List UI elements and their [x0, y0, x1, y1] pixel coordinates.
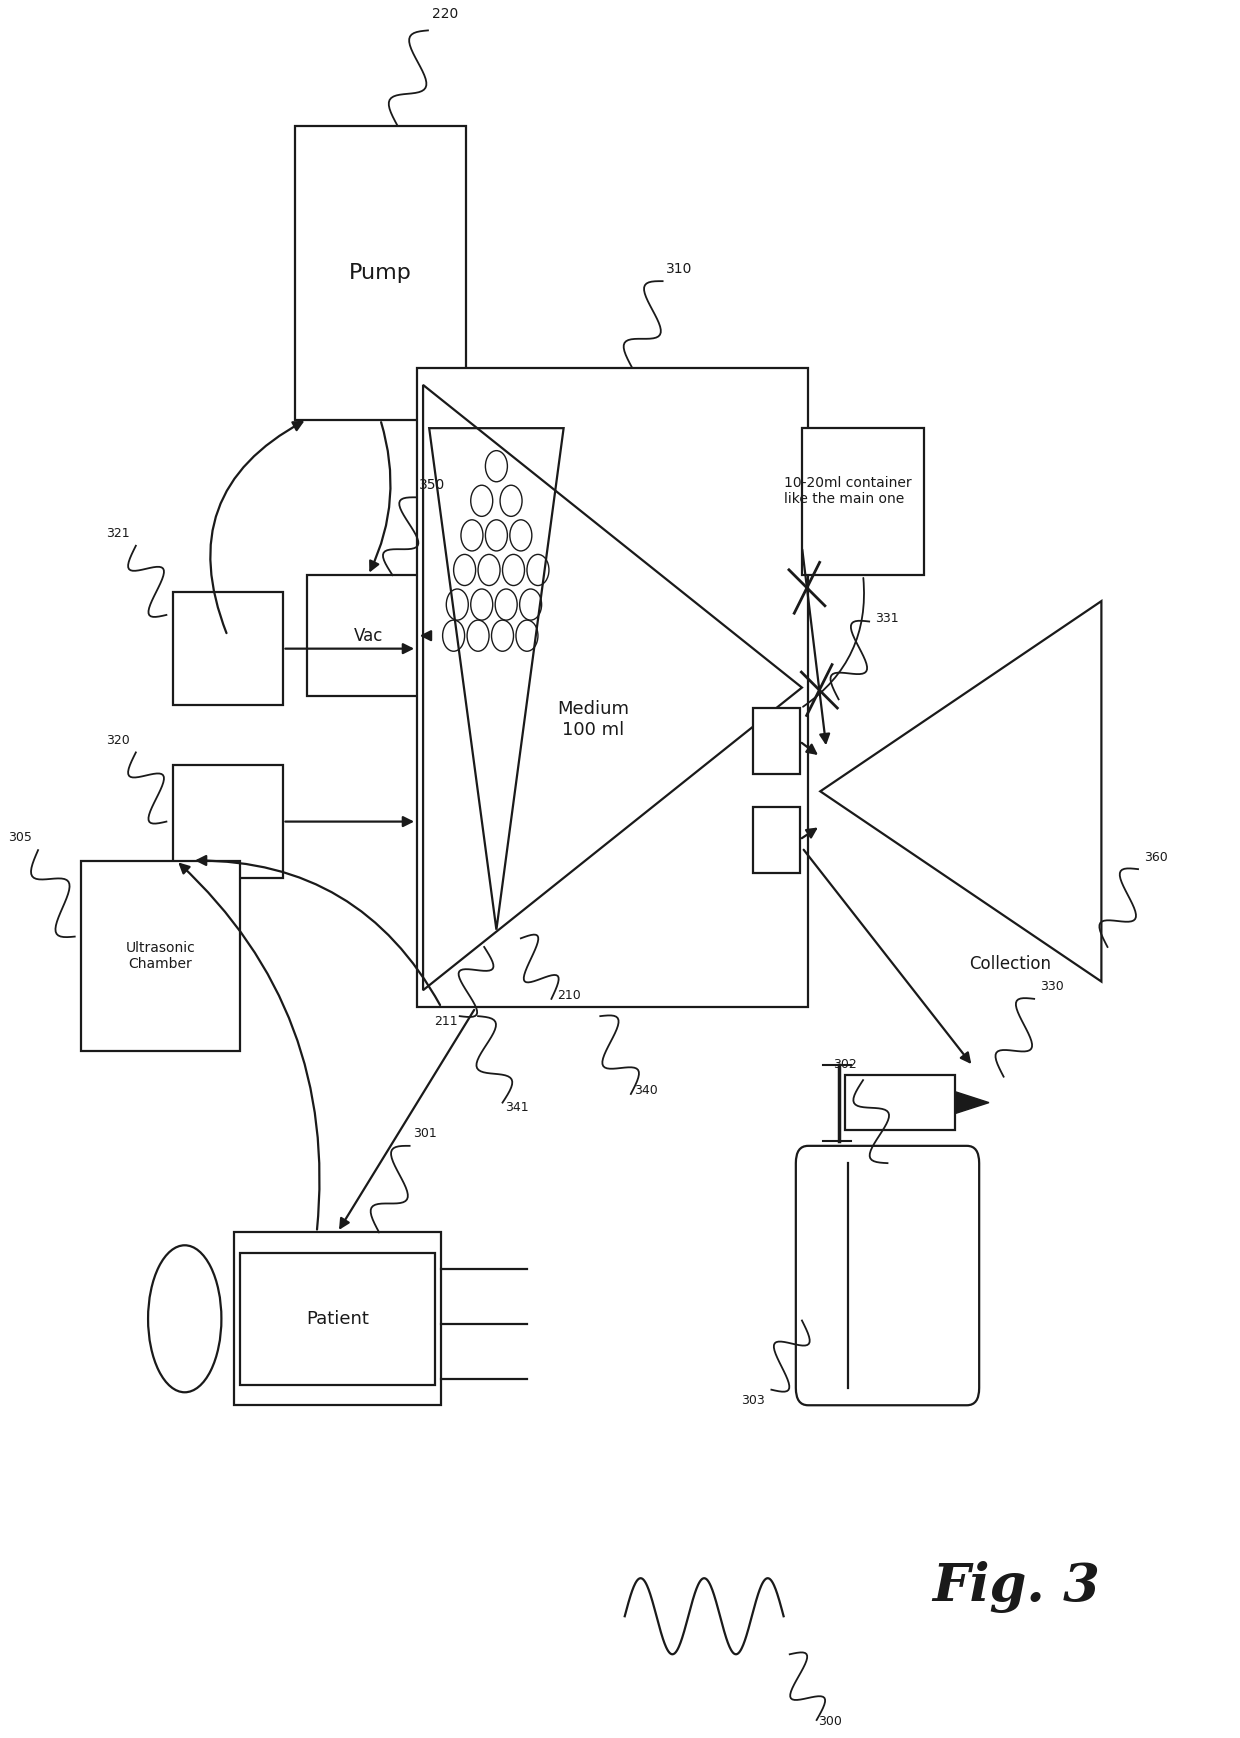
Polygon shape [955, 1091, 990, 1114]
Text: 310: 310 [666, 261, 693, 276]
Text: 302: 302 [833, 1058, 857, 1071]
Text: Vac: Vac [353, 627, 383, 645]
Text: 210: 210 [558, 989, 582, 1001]
Text: 320: 320 [105, 733, 130, 747]
FancyBboxPatch shape [172, 593, 283, 706]
FancyBboxPatch shape [172, 765, 283, 878]
Text: 331: 331 [875, 612, 899, 624]
FancyBboxPatch shape [239, 1253, 435, 1385]
FancyBboxPatch shape [233, 1232, 441, 1406]
Text: 301: 301 [413, 1128, 436, 1140]
Text: Collection: Collection [968, 956, 1050, 973]
FancyBboxPatch shape [753, 709, 800, 773]
Text: 330: 330 [1040, 980, 1064, 992]
Text: 321: 321 [107, 527, 130, 541]
Text: 303: 303 [742, 1394, 765, 1406]
FancyBboxPatch shape [308, 575, 429, 697]
FancyBboxPatch shape [295, 125, 466, 419]
Text: Patient: Patient [306, 1310, 370, 1328]
FancyBboxPatch shape [753, 806, 800, 872]
Text: 350: 350 [419, 478, 445, 492]
Text: 220: 220 [432, 7, 458, 21]
Text: Fig. 3: Fig. 3 [932, 1561, 1100, 1613]
FancyBboxPatch shape [796, 1145, 980, 1406]
FancyBboxPatch shape [844, 1074, 955, 1130]
Text: 340: 340 [635, 1085, 658, 1097]
Text: 10-20ml container
like the main one: 10-20ml container like the main one [784, 476, 911, 506]
Text: 360: 360 [1145, 850, 1168, 864]
FancyBboxPatch shape [81, 860, 239, 1051]
Text: 341: 341 [505, 1102, 528, 1114]
Text: Medium
100 ml: Medium 100 ml [557, 700, 629, 739]
Text: 300: 300 [818, 1715, 842, 1728]
Text: 211: 211 [434, 1015, 458, 1027]
Text: 305: 305 [9, 831, 32, 845]
Text: Ultrasonic
Chamber: Ultrasonic Chamber [125, 940, 195, 972]
FancyBboxPatch shape [417, 368, 808, 1008]
FancyBboxPatch shape [802, 428, 924, 575]
Text: Pump: Pump [348, 262, 412, 283]
